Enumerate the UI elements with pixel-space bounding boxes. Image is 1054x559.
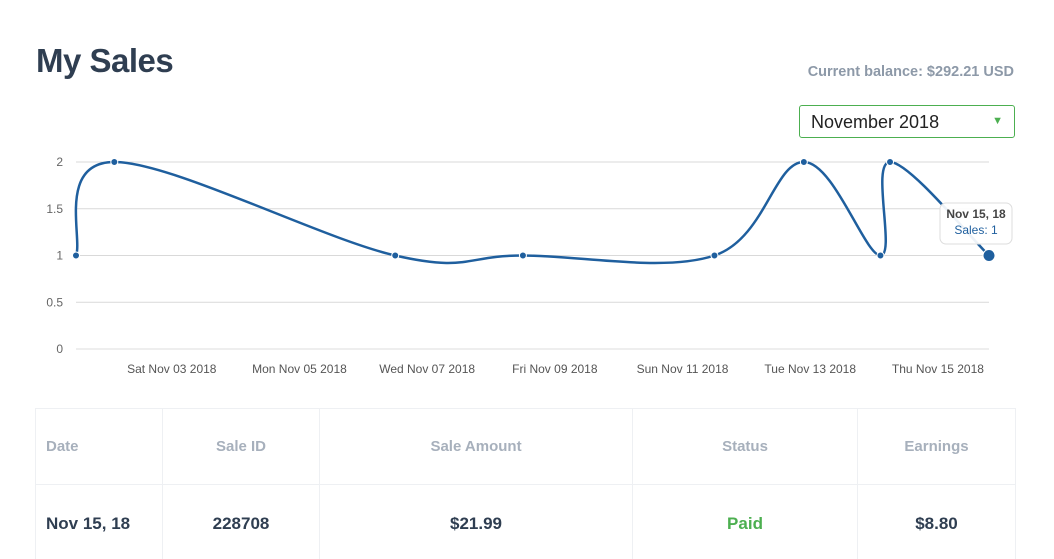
sales-line bbox=[74, 160, 990, 265]
sales-chart-svg: 0 0.5 1 1.5 2 Sat Nov 03 2018 Mon Nov 05 2018 W… bbox=[46, 155, 1013, 376]
tooltip-value: Sales: 1 bbox=[954, 223, 998, 237]
cell-earnings: $8.80 bbox=[857, 484, 1016, 559]
month-select-value: November 2018 bbox=[811, 112, 940, 132]
cell-sale-id: 228708 bbox=[162, 484, 320, 559]
column-header-status[interactable]: Status bbox=[632, 408, 858, 485]
page-title: My Sales bbox=[36, 42, 174, 79]
column-header-sale-amount[interactable]: Sale Amount bbox=[319, 408, 633, 485]
y-tick-label: 0.5 bbox=[46, 295, 63, 309]
data-point bbox=[391, 251, 400, 260]
sales-table: Date Sale ID Sale Amount Status Earnings… bbox=[35, 408, 1016, 559]
column-header-earnings[interactable]: Earnings bbox=[857, 408, 1016, 485]
cell-date: Nov 15, 18 bbox=[35, 484, 163, 559]
column-header-sale-id[interactable]: Sale ID bbox=[162, 408, 320, 485]
data-point bbox=[72, 251, 80, 260]
data-point bbox=[886, 158, 895, 166]
x-tick-label: Fri Nov 09 2018 bbox=[512, 362, 598, 376]
y-tick-label: 1.5 bbox=[46, 202, 63, 216]
current-balance: Current balance: $292.21 USD bbox=[807, 64, 1014, 80]
table-header-row: Date Sale ID Sale Amount Status Earnings bbox=[35, 408, 1016, 485]
y-tick-label: 0 bbox=[56, 342, 63, 356]
table-row[interactable]: Nov 15, 18 228708 $21.99 Paid $8.80 bbox=[35, 484, 1016, 559]
data-point bbox=[799, 158, 808, 166]
data-point bbox=[982, 249, 996, 262]
cell-sale-amount: $21.99 bbox=[319, 484, 633, 559]
sales-chart: 0 0.5 1 1.5 2 Sat Nov 03 2018 Mon Nov 05 2018 W… bbox=[0, 140, 1054, 390]
column-header-date[interactable]: Date bbox=[35, 408, 163, 485]
cell-status: Paid bbox=[632, 484, 858, 559]
data-point bbox=[518, 251, 527, 260]
chart-tooltip: Nov 15, 18 Sales: 1 bbox=[939, 202, 1013, 245]
y-tick-label: 1 bbox=[56, 249, 63, 263]
y-tick-label: 2 bbox=[56, 155, 63, 169]
x-tick-label: Sat Nov 03 2018 bbox=[127, 362, 217, 376]
data-point bbox=[876, 251, 885, 260]
tooltip-title: Nov 15, 18 bbox=[946, 207, 1006, 221]
x-tick-label: Tue Nov 13 2018 bbox=[764, 362, 856, 376]
month-select[interactable]: November 2018 ▼ bbox=[799, 105, 1015, 138]
x-tick-label: Thu Nov 15 2018 bbox=[892, 362, 984, 376]
tooltip-box bbox=[939, 202, 1013, 245]
x-tick-label: Sun Nov 11 2018 bbox=[637, 362, 729, 376]
chevron-down-icon: ▼ bbox=[992, 115, 1003, 127]
data-point bbox=[110, 158, 119, 166]
data-point bbox=[710, 251, 719, 260]
x-tick-label: Wed Nov 07 2018 bbox=[379, 362, 475, 376]
x-tick-label: Mon Nov 05 2018 bbox=[252, 362, 347, 376]
